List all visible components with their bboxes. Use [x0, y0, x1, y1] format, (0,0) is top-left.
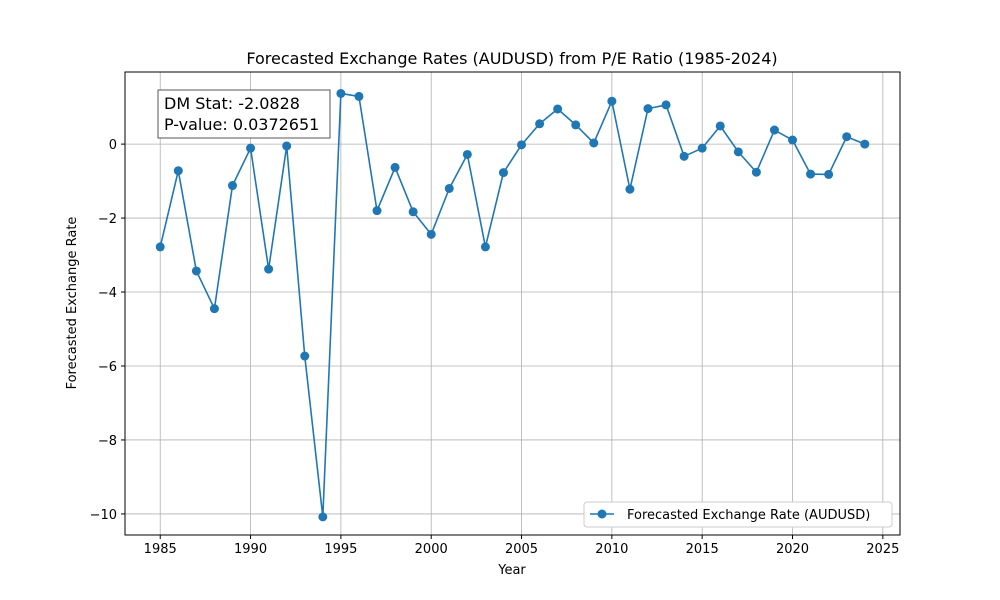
y-axis-label: Forecasted Exchange Rate: [65, 217, 80, 390]
data-point: [697, 143, 707, 153]
data-point: [191, 266, 201, 276]
data-point: [625, 184, 635, 194]
series-group: [155, 88, 870, 522]
x-tick-label: 2020: [776, 542, 809, 557]
data-point: [282, 141, 292, 151]
y-tick-label: −6: [98, 360, 117, 375]
grid: [125, 72, 900, 535]
data-point: [336, 88, 346, 98]
data-point: [227, 181, 237, 191]
y-tick-label: −2: [98, 212, 117, 227]
y-tick-label: −4: [98, 286, 117, 301]
data-point: [462, 149, 472, 159]
data-point: [535, 119, 545, 129]
dm-stat-annotation: DM Stat: -2.0828 P-value: 0.0372651: [157, 89, 331, 139]
x-tick-label: 1990: [234, 542, 267, 557]
data-point: [788, 135, 798, 145]
x-tick-label: 1985: [144, 542, 177, 557]
y-tick-label: −8: [98, 434, 117, 449]
data-point: [408, 207, 418, 217]
data-point: [426, 229, 436, 239]
data-point: [842, 132, 852, 142]
x-tick-label: 2000: [415, 542, 448, 557]
x-axis-label: Year: [497, 563, 526, 578]
data-point: [517, 140, 527, 150]
plot-frame: [124, 71, 901, 536]
legend-marker: [597, 509, 607, 519]
data-point: [679, 151, 689, 161]
data-point: [661, 100, 671, 110]
data-point: [246, 143, 256, 153]
data-point: [498, 168, 508, 178]
data-point: [715, 121, 725, 131]
data-point: [444, 183, 454, 193]
data-point: [318, 512, 328, 522]
data-point: [607, 96, 617, 106]
data-point: [571, 120, 581, 130]
chart-title: Forecasted Exchange Rates (AUDUSD) from …: [246, 49, 777, 68]
data-point: [480, 242, 490, 252]
data-point: [733, 147, 743, 157]
x-tick-label: 2015: [686, 542, 719, 557]
annotation-p-value: P-value: 0.0372651: [164, 115, 319, 134]
legend-box: [583, 501, 893, 528]
x-tick-label: 2010: [595, 542, 628, 557]
annotation-box: [157, 89, 331, 139]
data-point: [643, 104, 653, 114]
data-point: [860, 139, 870, 149]
data-point: [372, 206, 382, 216]
data-point: [300, 351, 310, 361]
data-point: [806, 169, 816, 179]
x-tick-label: 2005: [505, 542, 538, 557]
series-line: [159, 92, 866, 518]
data-point: [589, 138, 599, 148]
data-point: [824, 169, 834, 179]
data-point: [751, 167, 761, 177]
legend-label: Forecasted Exchange Rate (AUDUSD): [627, 508, 870, 523]
data-point: [354, 91, 364, 101]
data-point: [209, 304, 219, 314]
legend: Forecasted Exchange Rate (AUDUSD): [583, 501, 893, 528]
data-point: [264, 264, 274, 274]
data-point: [553, 104, 563, 114]
data-point: [173, 166, 183, 176]
data-point: [769, 125, 779, 135]
y-tick-label: 0: [109, 138, 117, 153]
data-point: [155, 242, 165, 252]
y-tick-label: −10: [90, 508, 117, 523]
axis-ticks: 1985 1990 1995 2000 2005 2010 2015 2020 2025 0 −2 −…: [90, 138, 900, 557]
data-point: [390, 162, 400, 172]
x-tick-label: 1995: [324, 542, 357, 557]
x-tick-label: 2025: [866, 542, 899, 557]
annotation-dm-stat: DM Stat: -2.0828: [164, 94, 300, 113]
